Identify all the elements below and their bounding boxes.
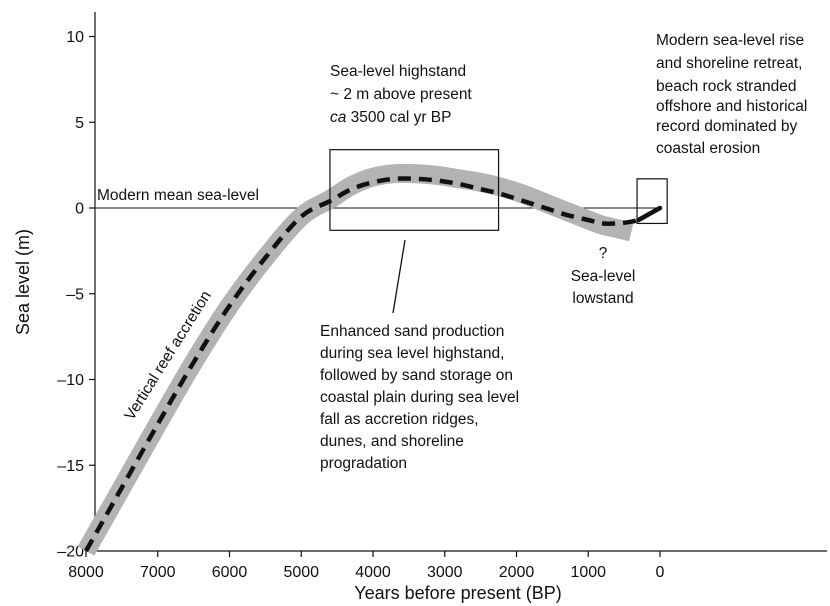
axes [94, 12, 827, 552]
sand-line-3: followed by sand storage on [320, 367, 513, 384]
sand-line-5: fall as accretion ridges, [320, 411, 479, 428]
x-tick-label: 4000 [355, 564, 391, 581]
ticks: 8000 7000 6000 5000 4000 3000 2000 1000 0 10 5 0 –5 –… [57, 29, 664, 581]
y-tick-label: –20 [57, 544, 84, 561]
lowstand-line-2: lowstand [572, 290, 633, 307]
modern-line-3: beach rock stranded [656, 78, 796, 95]
modern-line-5: record dominated by [656, 118, 798, 135]
y-tick-label: 5 [75, 115, 84, 132]
sand-production-annotation: Enhanced sand production during sea leve… [320, 323, 519, 472]
highstand-line-1: Sea-level highstand [330, 63, 466, 80]
x-tick-label: 7000 [140, 564, 176, 581]
highstand-line-3: ca 3500 cal yr BP [330, 109, 451, 126]
x-tick-label: 3000 [427, 564, 463, 581]
modern-line-4: offshore and historical [656, 98, 807, 115]
highstand-line-2: ~ 2 m above present [330, 86, 472, 103]
x-axis-title: Years before present (BP) [354, 583, 561, 603]
leader-lines [392, 239, 406, 314]
modern-solid-segment [636, 205, 663, 223]
sand-line-2: during sea level highstand, [320, 345, 504, 362]
series-group [77, 163, 663, 556]
x-tick-label: 6000 [212, 564, 248, 581]
y-tick-label: –5 [66, 286, 84, 303]
y-tick-label: –15 [57, 458, 84, 475]
x-tick-label: 5000 [283, 564, 319, 581]
sand-leader-line [392, 239, 406, 314]
y-tick-label: 0 [75, 201, 84, 218]
sand-line-1: Enhanced sand production [320, 323, 504, 340]
highstand-date: 3500 cal yr BP [346, 109, 451, 126]
x-tick-label: 0 [656, 564, 665, 581]
lowstand-line-1: Sea-level [571, 268, 636, 285]
modern-line-1: Modern sea-level rise [656, 32, 804, 49]
x-tick-label: 1000 [570, 564, 606, 581]
highstand-ca: ca [330, 109, 347, 126]
modern-rise-annotation: Modern sea-level rise and shoreline retr… [656, 32, 807, 157]
modern-line-6: coastal erosion [656, 140, 760, 157]
y-tick-label: –10 [57, 372, 84, 389]
sea-level-dashed-curve [84, 176, 640, 553]
lowstand-question: ? [599, 245, 608, 262]
modern-line-2: and shoreline retreat, [656, 55, 802, 72]
highstand-annotation: Sea-level highstand ~ 2 m above present … [330, 63, 472, 126]
highstand-box [329, 149, 500, 231]
annotation-boxes [329, 149, 668, 231]
x-tick-label: 8000 [68, 564, 104, 581]
sand-line-7: progradation [320, 455, 407, 472]
y-tick-label: 10 [66, 29, 84, 46]
x-tick-label: 2000 [499, 564, 535, 581]
sand-line-6: dunes, and shoreline [320, 433, 464, 450]
lowstand-annotation: ? Sea-level lowstand [571, 245, 636, 307]
modern-box [636, 178, 668, 225]
sand-line-4: coastal plain during sea level [320, 389, 519, 406]
modern-mean-sea-level-label: Modern mean sea-level [97, 187, 259, 204]
y-axis-title: Sea level (m) [13, 229, 33, 335]
